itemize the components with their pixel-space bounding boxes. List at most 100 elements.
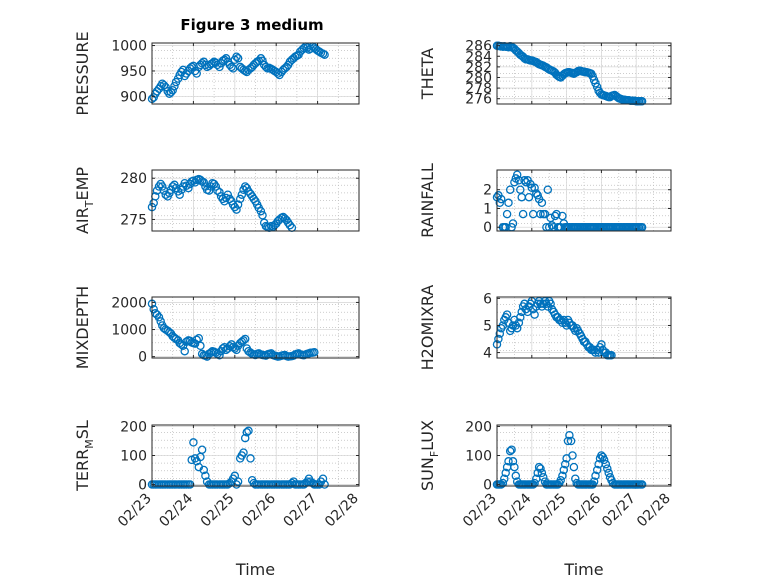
ytick-label: 275 [120, 212, 147, 228]
data-point [154, 313, 164, 322]
data-point [310, 348, 319, 357]
data-point [225, 342, 235, 351]
data-point [502, 310, 512, 319]
data-point [180, 346, 189, 356]
data-point [520, 299, 529, 309]
data-point [543, 185, 553, 194]
xtick-label: 02/26 [239, 490, 279, 530]
data-point [591, 471, 600, 481]
data-point [511, 471, 521, 481]
figure-title: Figure 3 medium [180, 16, 323, 34]
data-point [500, 474, 509, 483]
data-point [494, 334, 503, 344]
data-point [637, 97, 647, 106]
data-point [552, 209, 561, 219]
data-point [208, 59, 217, 68]
data-point [533, 468, 542, 478]
data-point [498, 478, 508, 488]
data-point [244, 426, 253, 436]
ytick-label: 0 [483, 478, 492, 494]
ytick-label: 1000 [111, 39, 147, 55]
data-point [537, 198, 547, 208]
data-point [246, 454, 255, 463]
data-point [170, 81, 179, 91]
data-point [558, 471, 567, 481]
data-point [559, 465, 569, 475]
data-point [197, 445, 207, 454]
subplot-row-4-left: 0 100 200 02/23 02/24 02/25 02/26 02/27 02/28 Tim… [73, 419, 362, 579]
data-point [556, 475, 565, 485]
data-point [563, 436, 573, 446]
data-point [553, 480, 563, 489]
data-point [510, 44, 519, 54]
data-point [320, 50, 329, 59]
ytick-label: 286 [465, 39, 492, 55]
ytick-label: 100 [120, 449, 147, 465]
ytick-label: 5 [483, 318, 492, 334]
data-point [161, 82, 170, 92]
xtick-label: 02/24 [495, 490, 535, 530]
y-axis-label-rest: SL [73, 420, 92, 439]
xtick-label: 02/27 [281, 491, 321, 531]
ytick-label: 6 [483, 291, 492, 307]
ytick-label: 0 [138, 478, 147, 494]
data-point [254, 56, 264, 66]
data-point [514, 318, 524, 328]
data-point [565, 430, 574, 440]
xtick-label: 02/26 [564, 490, 604, 530]
data-point [199, 465, 209, 475]
data-point [215, 188, 224, 197]
subplot-row-1-left: 900 950 1000 PRESSURE [73, 31, 360, 116]
data-point [507, 445, 516, 454]
data-point [527, 183, 537, 193]
data-point [505, 446, 515, 456]
y-axis-label: H2OMIXRA [418, 285, 437, 371]
y-axis-label-main: RAINFALL [418, 163, 437, 238]
xtick-label: 02/23 [460, 491, 500, 531]
axes-box [151, 42, 360, 105]
data-point [510, 462, 519, 472]
data-point [168, 86, 177, 95]
data-point [603, 464, 612, 473]
data-point [539, 473, 548, 482]
data-point [588, 72, 597, 81]
y-axis-label: AIRTEMP [73, 167, 96, 234]
xtick-label: 02/23 [115, 491, 155, 531]
data-point [199, 178, 209, 187]
data-point [597, 451, 606, 460]
data-point [318, 474, 328, 483]
data-point [536, 464, 545, 473]
data-point [560, 459, 570, 469]
axes-box [151, 296, 360, 359]
data-point [508, 219, 518, 228]
series-markers [492, 170, 647, 232]
data-point [201, 471, 210, 481]
data-point [215, 351, 224, 360]
data-point [607, 351, 616, 360]
y-axis-label: TERRMSL [73, 420, 96, 492]
data-point [502, 209, 512, 219]
data-point [232, 52, 241, 61]
y-axis-label-main: SUN [418, 457, 437, 491]
axes-box [496, 169, 672, 232]
data-point [175, 190, 184, 199]
grid [152, 297, 359, 358]
data-point [177, 340, 186, 349]
data-point [637, 480, 647, 489]
data-point [512, 323, 522, 333]
axes-box [151, 169, 360, 232]
y-axis-label-main: H2OMIXRA [418, 285, 437, 371]
data-point [510, 177, 519, 187]
subplot-row-2-right: 0 1 2 RAINFALL [418, 163, 672, 238]
data-point [597, 340, 606, 349]
data-point [589, 477, 599, 486]
data-point [504, 457, 513, 466]
ytick-label: 2000 [111, 295, 147, 311]
data-point [223, 190, 233, 199]
series-markers [492, 41, 647, 106]
axes-box [496, 296, 672, 359]
ytick-label: 1 [483, 201, 492, 217]
ytick-label: 280 [465, 70, 492, 86]
data-point [189, 438, 198, 447]
data-point [242, 428, 252, 437]
